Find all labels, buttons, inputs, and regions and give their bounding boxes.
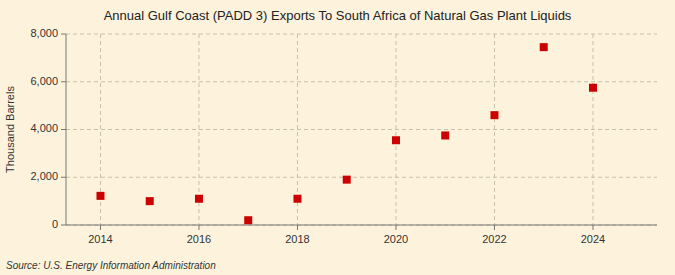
y-grid-line <box>66 81 657 82</box>
grid <box>66 34 657 225</box>
y-grid-line <box>66 225 657 226</box>
point <box>195 195 203 203</box>
y-tick <box>61 81 66 82</box>
x-tick-label: 2016 <box>187 233 211 245</box>
y-grid-line <box>66 34 657 35</box>
x-grid-line <box>494 34 495 225</box>
source-note: Source: U.S. Energy Information Administ… <box>6 260 216 271</box>
point <box>343 176 351 184</box>
y-axis-label: Thousand Barrels <box>4 86 16 173</box>
y-grid-line <box>66 129 657 130</box>
x-tick-label: 2020 <box>384 233 408 245</box>
y-tick <box>61 225 66 226</box>
y-tick-label: 2,000 <box>30 170 58 182</box>
point <box>96 192 104 200</box>
x-tick <box>297 225 298 230</box>
y-tick-label: 0 <box>52 218 58 230</box>
x-grid-line <box>395 34 396 225</box>
x-tick-label: 2018 <box>285 233 309 245</box>
y-tick <box>61 129 66 130</box>
x-tick <box>592 225 593 230</box>
y-grid-line <box>66 177 657 178</box>
point <box>540 43 548 51</box>
x-tick <box>494 225 495 230</box>
point <box>293 195 301 203</box>
y-tick <box>61 177 66 178</box>
y-tick-label: 6,000 <box>30 75 58 87</box>
x-tick <box>198 225 199 230</box>
title: Annual Gulf Coast (PADD 3) Exports To So… <box>104 8 572 23</box>
x-grid-line <box>592 34 593 225</box>
points <box>96 43 596 224</box>
x-tick <box>100 225 101 230</box>
point <box>441 131 449 139</box>
point <box>490 111 498 119</box>
y-tick-label: 4,000 <box>30 122 58 134</box>
point <box>146 197 154 205</box>
y-tick-label: 8,000 <box>30 27 58 39</box>
x-tick-label: 2024 <box>581 233 605 245</box>
x-axis-line <box>66 225 657 226</box>
axes: 0 2,000 4,000 6,000 8,000 2014 2016 2018 2020 202… <box>30 27 657 245</box>
y-axis-line <box>66 34 67 225</box>
x-tick-label: 2022 <box>482 233 506 245</box>
x-tick-label: 2014 <box>88 233 112 245</box>
x-tick <box>395 225 396 230</box>
point <box>244 216 252 224</box>
y-tick <box>61 34 66 35</box>
background <box>0 0 675 275</box>
chart: 0 2,000 4,000 6,000 8,000 2014 2016 2018 2020 202… <box>0 0 675 275</box>
point <box>392 136 400 144</box>
point <box>589 84 597 92</box>
